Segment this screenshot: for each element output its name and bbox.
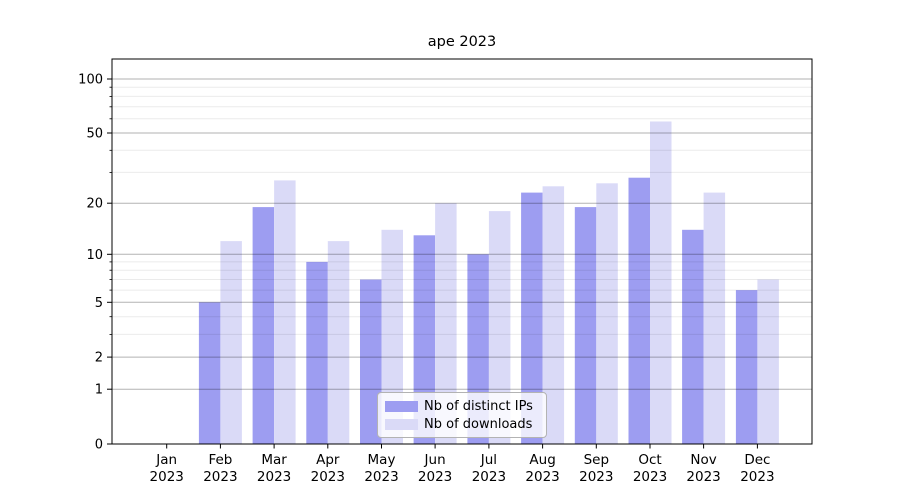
axes-frame [111,58,813,445]
legend: Nb of distinct IPs Nb of downloads [377,392,547,438]
x-tick-label: Apr 2023 [311,452,345,485]
bar-nb-of-downloads-jul [488,211,511,444]
x-tick-label: Jun 2023 [418,452,452,485]
bar-nb-of-distinct-ips-may [360,279,382,444]
x-axis: Jan 2023 Feb 2023 Mar 2023 Apr 2023 May 2023 Jun 20… [150,444,775,485]
x-tick-label: Jan 2023 [150,452,184,485]
bar-nb-of-downloads-may [381,229,403,444]
bar-nb-of-distinct-ips-mar [252,207,275,444]
legend-swatch-downloads [385,418,418,430]
y-tick-label: 50 [86,127,103,142]
bar-nb-of-distinct-ips-aug [521,192,543,444]
y-tick-label: 1 [95,383,103,398]
bar-nb-of-downloads-mar [274,180,296,444]
bar-nb-of-downloads-sep [596,183,618,445]
x-tick-label: Sep 2023 [579,452,613,485]
chart-title: ape 2023 [427,34,497,50]
bar-nb-of-distinct-ips-oct [628,177,650,444]
bar-nb-of-distinct-ips-apr [306,261,328,444]
legend-item: Nb of downloads [385,417,540,432]
bar-nb-of-downloads-oct [650,121,672,444]
bar-nb-of-downloads-nov [703,192,726,444]
y-axis: 0 1 2 5 10 20 50 100 [78,73,112,453]
x-tick-label: Feb 2023 [203,452,237,485]
y-tick-label: 100 [78,73,103,88]
bar-nb-of-distinct-ips-sep [574,207,597,444]
legend-swatch-distinct-ips [385,400,418,412]
y-tick-label: 5 [95,296,103,311]
legend-label-distinct-ips: Nb of distinct IPs [424,398,533,414]
x-tick-label: Nov 2023 [686,452,720,485]
x-tick-label: Mar 2023 [257,452,291,485]
bars-layer [198,121,779,445]
bar-nb-of-distinct-ips-nov [682,229,704,444]
legend-item: Nb of distinct IPs [385,399,540,414]
bar-nb-of-downloads-jun [435,203,457,444]
x-tick-label: Jul 2023 [472,452,506,485]
x-tick-label: Dec 2023 [740,452,774,485]
x-tick-label: Oct 2023 [633,452,667,485]
bar-nb-of-downloads-feb [220,241,242,444]
y-tick-label: 10 [86,248,103,263]
bar-nb-of-downloads-dec [757,279,779,444]
x-tick-label: May 2023 [364,452,398,485]
gridlines-layer [112,78,812,390]
y-tick-label: 2 [95,351,103,366]
bar-nb-of-downloads-apr [327,241,350,444]
bar-nb-of-distinct-ips-jun [413,235,436,444]
y-tick-label: 20 [86,197,103,212]
x-tick-label: Aug 2023 [525,452,559,485]
bar-nb-of-distinct-ips-feb [198,302,221,444]
legend-label-downloads: Nb of downloads [424,416,533,432]
bar-nb-of-downloads-aug [542,186,565,445]
y-tick-label: 0 [95,438,103,453]
bar-nb-of-distinct-ips-dec [735,290,758,444]
